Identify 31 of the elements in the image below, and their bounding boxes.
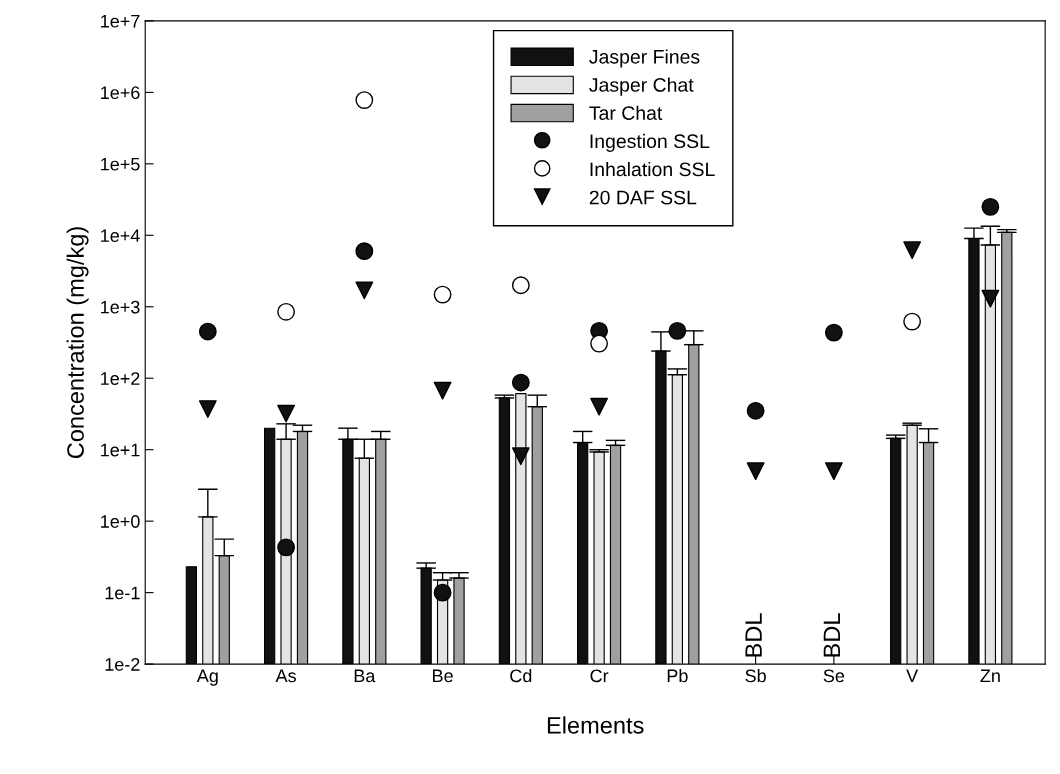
y-tick-label: 1e+7 bbox=[101, 15, 140, 28]
y-tick-label: 1e+2 bbox=[101, 372, 140, 385]
y-tick-label: 1e-2 bbox=[105, 658, 140, 671]
x-axis-title: Elements bbox=[547, 716, 644, 734]
y-tick-label: 1e+4 bbox=[101, 229, 140, 243]
x-tick-label: Be bbox=[433, 669, 453, 683]
y-tick-label: 1e+0 bbox=[101, 515, 140, 528]
y-tick-label: 1e+6 bbox=[101, 86, 140, 100]
x-tick-label: Sb bbox=[745, 668, 766, 683]
y-tick-label: 1e+5 bbox=[101, 157, 140, 171]
y-tick-label: 1e+1 bbox=[101, 443, 140, 457]
annotation: BDL bbox=[745, 613, 762, 657]
legend-label: Jasper Chat bbox=[589, 77, 694, 96]
x-tick-label: Cd bbox=[510, 668, 532, 683]
annotation: BDL bbox=[823, 613, 840, 657]
y-axis-title: Concentration (mg/kg) bbox=[66, 227, 89, 459]
legend-label: Tar Chat bbox=[589, 105, 663, 120]
x-tick-label: Zn bbox=[980, 669, 1000, 683]
y-tick-label: 1e-1 bbox=[105, 586, 140, 600]
x-tick-label: Se bbox=[823, 669, 845, 683]
legend-label: Ingestion SSL bbox=[590, 133, 710, 152]
legend-label: Jasper Fines bbox=[589, 49, 700, 68]
legend-label: 20 DAF SSL bbox=[589, 190, 697, 205]
x-tick-label: V bbox=[906, 669, 919, 683]
x-tick-label: Cr bbox=[590, 669, 609, 683]
y-tick-label: 1e+3 bbox=[101, 300, 140, 314]
x-tick-label: As bbox=[275, 669, 296, 683]
x-tick-label: Ag bbox=[196, 669, 218, 686]
legend-label: Inhalation SSL bbox=[590, 161, 715, 177]
x-tick-label: Ba bbox=[354, 669, 376, 683]
x-tick-label: Pb bbox=[667, 668, 688, 683]
